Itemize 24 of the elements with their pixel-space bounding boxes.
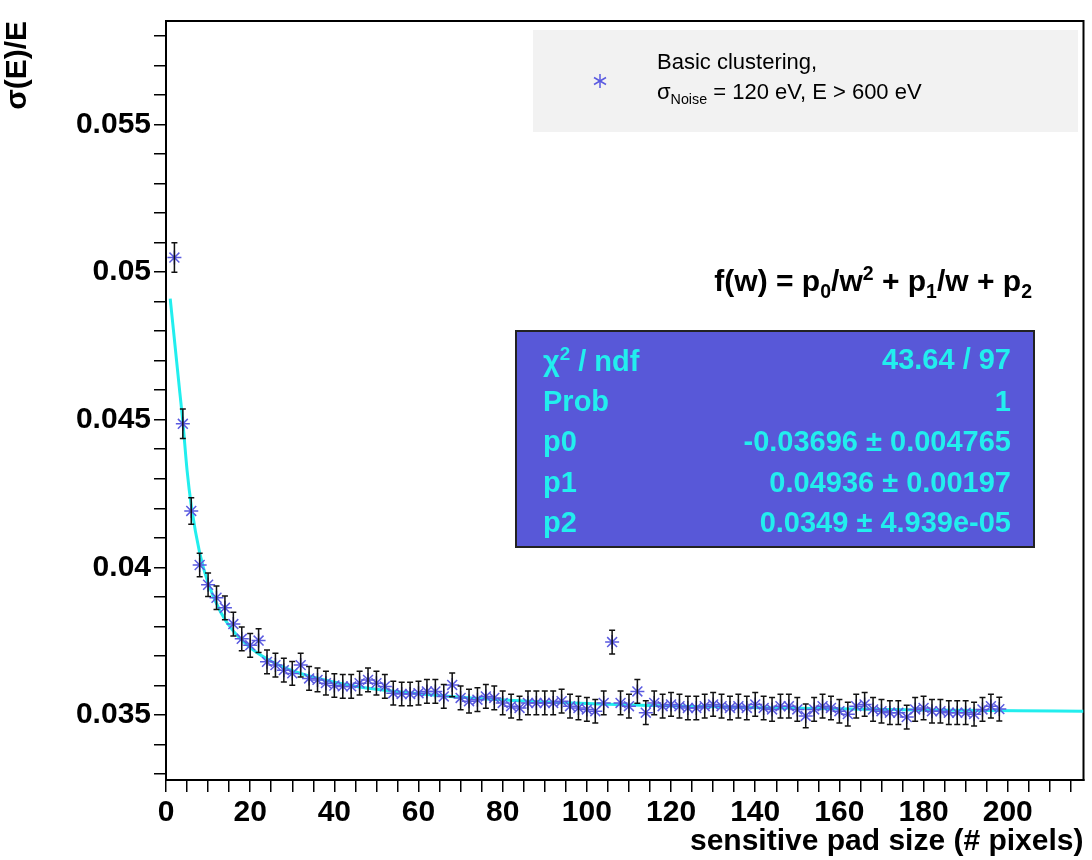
- y-tick-label: 0.035: [75, 696, 151, 730]
- annotation: p0: [543, 425, 578, 459]
- annotation: 0.0349 ± 4.939e-05: [758, 505, 1011, 539]
- annotation: χ$^{2}$ / ndf: [543, 343, 640, 378]
- annotation: p2: [543, 505, 578, 539]
- y-tick-label: 0.04: [92, 548, 152, 582]
- y-axis-title: σ(E)/E: [0, 21, 33, 110]
- x-tick-label: 60: [401, 794, 436, 828]
- y-tick-label: 0.045: [75, 400, 151, 434]
- y-tick-label: 0.055: [75, 105, 151, 139]
- x-tick-label: 0: [157, 794, 175, 828]
- x-tick-label: 80: [486, 794, 520, 828]
- annotation: p1: [543, 465, 578, 499]
- legend-label: Basic clustering, σ$_{Noise}$ = 120 eV, E > 600 eV: [657, 48, 922, 110]
- annotation: 0.04936 ± 0.00197: [768, 465, 1011, 499]
- x-tick-label: 20: [233, 794, 267, 828]
- y-tick-label: 0.05: [92, 253, 151, 287]
- annotation: -0.03696 ± 0.004765: [742, 425, 1011, 459]
- annotation: f(w) = p$_{0}$/w$^{2}$ + p$_{1}$/w + p$_{2}$: [714, 262, 1032, 303]
- annotation: 43.64 / 97: [881, 343, 1011, 378]
- annotation: Prob: [543, 385, 611, 419]
- annotation: 1: [993, 385, 1011, 419]
- x-tick-label: 100: [561, 794, 612, 828]
- x-tick-label: 40: [317, 794, 352, 828]
